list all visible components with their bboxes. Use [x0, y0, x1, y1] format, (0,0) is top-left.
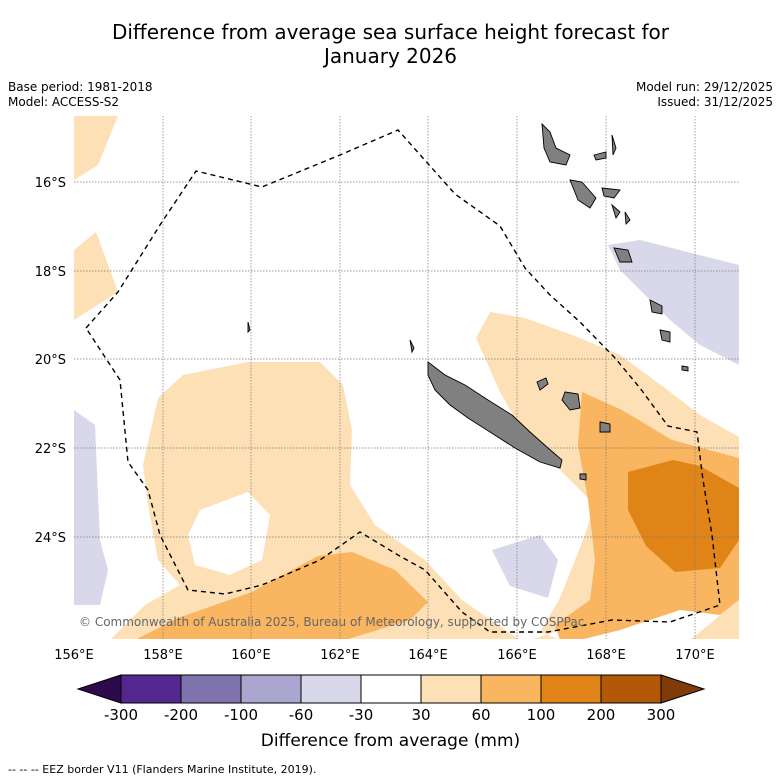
- eez-border-line: [85, 129, 721, 633]
- colorbar-bin: [300, 674, 362, 704]
- colorbar-bin: [480, 674, 542, 704]
- colorbar-tick-label: -200: [163, 706, 199, 724]
- colorbar-bin: [540, 674, 602, 704]
- lon-label: 168°E: [586, 648, 626, 663]
- latitude-labels: 16°S 18°S 20°S 22°S 24°S: [35, 176, 66, 546]
- map-panel: © Commonwealth of Australia 2025, Bureau…: [74, 116, 739, 639]
- anomaly-positive-100-200: [628, 460, 739, 572]
- colorbar-bin: [180, 674, 242, 704]
- lon-label: 158°E: [143, 648, 183, 663]
- run-info: Model run: 29/12/2025 Issued: 31/12/2025: [636, 80, 773, 110]
- graticule: [74, 116, 739, 639]
- colorbar-bin: [360, 674, 422, 704]
- longitude-labels: 156°E 158°E 160°E 162°E 164°E 166°E 168°…: [54, 648, 715, 663]
- colorbar-tick-label: 200: [586, 706, 616, 724]
- colorbar: [76, 674, 706, 704]
- model-run-date: Model run: 29/12/2025: [635, 80, 773, 94]
- new-caledonia: [427, 361, 563, 469]
- map-title-line-2: January 2026: [323, 44, 458, 68]
- colorbar-extend-high: [660, 674, 706, 704]
- colorbar-tick-label: -30: [348, 706, 374, 724]
- base-period: Base period: 1981-2018: [8, 80, 153, 94]
- anomaly-neutral-patch: [188, 492, 270, 575]
- lat-label: 22°S: [35, 442, 66, 457]
- colorbar-bin: [420, 674, 482, 704]
- lon-label: 162°E: [320, 648, 360, 663]
- vanuatu-islands: [541, 122, 571, 166]
- anomaly-negative-30-60: [74, 240, 739, 605]
- colorbar-extend-low: [76, 674, 122, 704]
- model-info: Base period: 1981-2018 Model: ACCESS-S2: [8, 80, 153, 110]
- colorbar-bin: [240, 674, 302, 704]
- colorbar-tick-label: -60: [288, 706, 314, 724]
- lon-label: 164°E: [408, 648, 448, 663]
- colorbar-tick-label: 30: [411, 706, 431, 724]
- model-name: Model: ACCESS-S2: [8, 95, 120, 109]
- colorbar-tick-label: 60: [471, 706, 491, 724]
- lat-label: 20°S: [35, 353, 66, 368]
- lat-label: 16°S: [35, 176, 66, 191]
- colorbar-bin: [600, 674, 662, 704]
- colorbar-bin: [120, 674, 182, 704]
- colorbar-tick-label: 300: [646, 706, 676, 724]
- land-areas: [247, 122, 689, 481]
- lat-label: 18°S: [35, 265, 66, 280]
- colorbar-tick-label: -100: [223, 706, 259, 724]
- colorbar-title: Difference from average (mm): [260, 731, 521, 751]
- lon-label: 170°E: [675, 648, 715, 663]
- colorbar-tick-label: 100: [526, 706, 556, 724]
- lon-label: 160°E: [231, 648, 271, 663]
- lon-label: 156°E: [54, 648, 94, 663]
- lon-label: 166°E: [497, 648, 537, 663]
- lat-label: 24°S: [35, 531, 66, 546]
- issued-date: Issued: 31/12/2025: [657, 95, 773, 109]
- map-title-line-1: Difference from average sea surface heig…: [111, 20, 670, 44]
- eez-footnote: -- -- -- EEZ border V11 (Flanders Marine…: [8, 763, 317, 776]
- colorbar-tick-label: -300: [103, 706, 139, 724]
- map-title: Difference from average sea surface heig…: [0, 20, 781, 68]
- copyright-text: © Commonwealth of Australia 2025, Bureau…: [79, 615, 584, 629]
